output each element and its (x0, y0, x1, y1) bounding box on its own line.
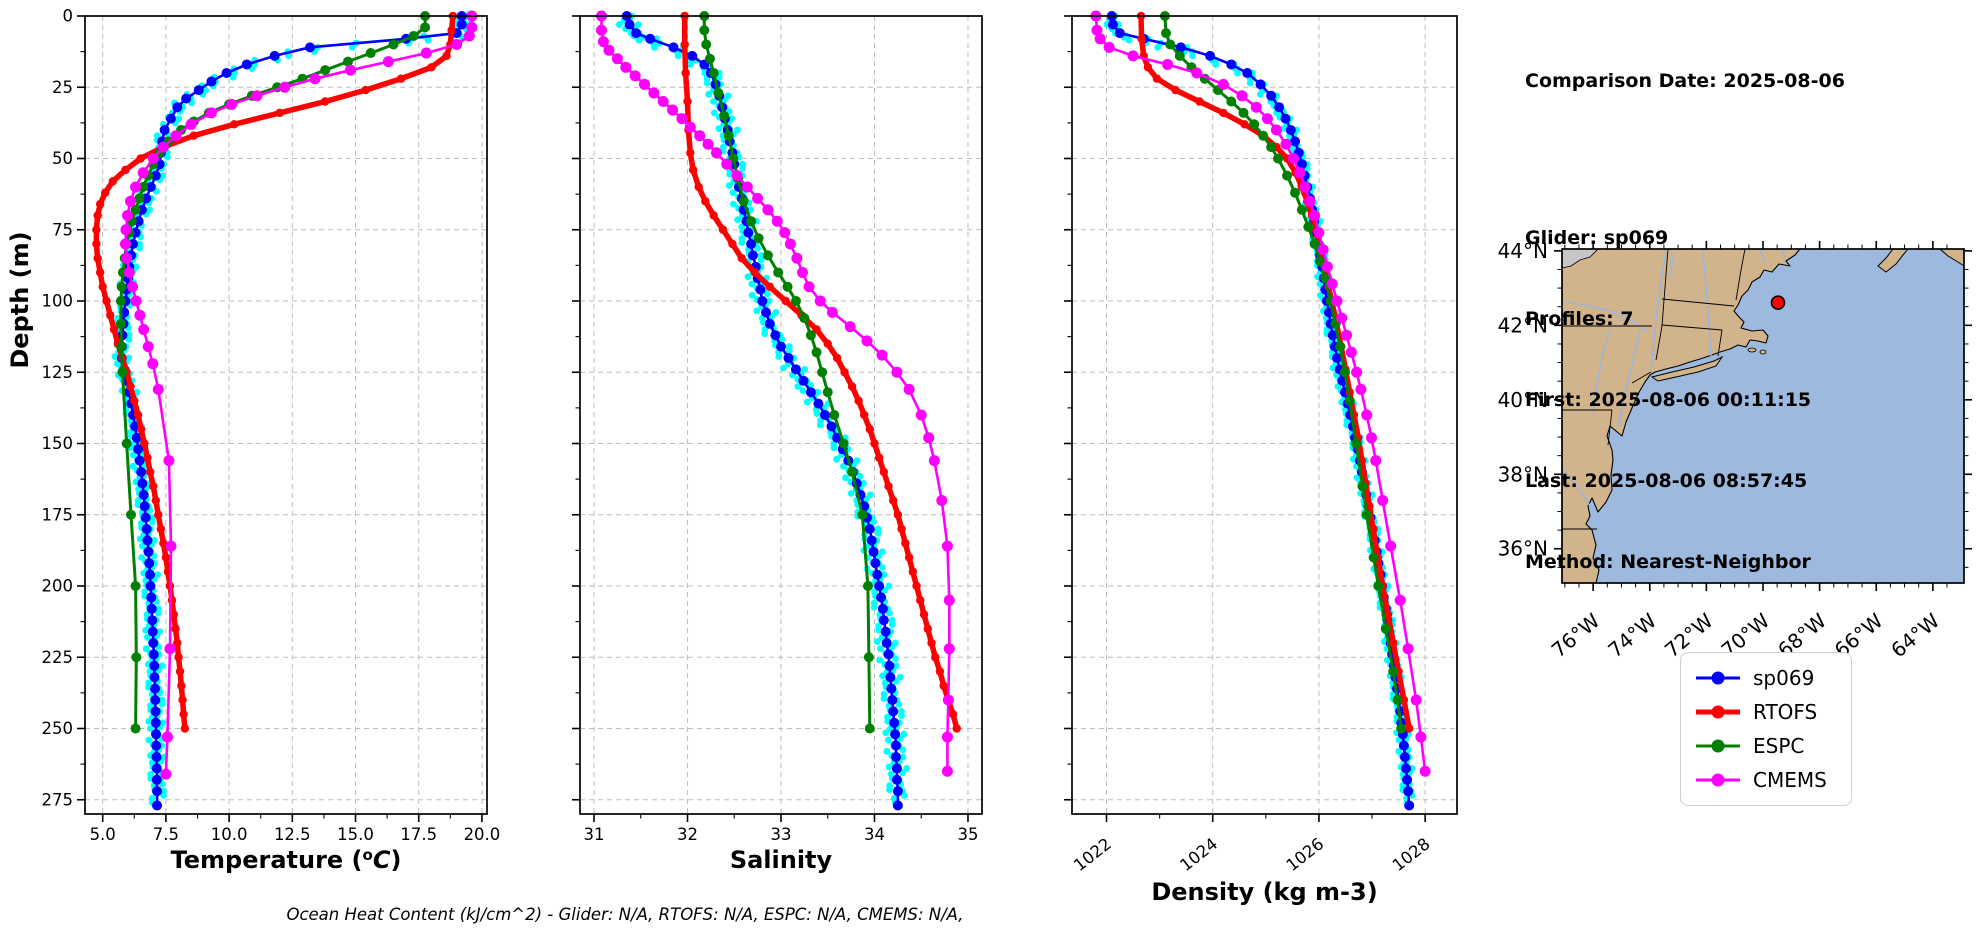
legend-label: CMEMS (1753, 768, 1827, 792)
comparison-date-text: Comparison Date: 2025-08-06 (1525, 70, 1845, 92)
svg-text:31: 31 (584, 825, 605, 844)
svg-text:1026: 1026 (1283, 834, 1328, 875)
last-profile-text: Last: 2025-08-06 08:57:45 (1525, 470, 1808, 492)
legend-item-CMEMS: CMEMS (1695, 763, 1845, 797)
axis-labels: Salinity (730, 846, 833, 874)
svg-text:10.0: 10.0 (211, 825, 248, 844)
axis-ticks (77, 15, 483, 822)
location-map: 44°N42°N40°N38°N36°N76°W74°W72°W70°W68°W… (1498, 239, 1972, 662)
svg-text:0: 0 (63, 7, 74, 26)
svg-text:20.0: 20.0 (464, 825, 501, 844)
svg-text:50: 50 (52, 149, 73, 168)
svg-text:25: 25 (52, 78, 73, 97)
svg-text:Depth (m): Depth (m) (6, 231, 34, 368)
series-CMEMS-line (596, 10, 955, 777)
svg-text:42°N: 42°N (1498, 313, 1548, 337)
glider-name-text: Glider: sp069 (1525, 227, 1669, 249)
svg-text:225: 225 (42, 648, 74, 667)
svg-text:38°N: 38°N (1498, 462, 1548, 486)
profiles-count-text: Profiles: 7 (1525, 308, 1634, 330)
legend-label: sp069 (1753, 666, 1815, 690)
svg-text:64°W: 64°W (1886, 608, 1944, 662)
svg-text:17.5: 17.5 (400, 825, 437, 844)
axis-ticks (572, 15, 969, 822)
svg-text:1028: 1028 (1389, 834, 1434, 875)
svg-text:Density (kg m-3): Density (kg m-3) (1151, 878, 1377, 906)
legend-item-RTOFS: RTOFS (1695, 695, 1845, 729)
svg-text:1024: 1024 (1176, 834, 1221, 875)
legend-line-sample (1696, 705, 1740, 719)
temperature-panel: 5.0 7.5 10.0 12.5 15.0 17.5 20.0 0 25 50 75 100 125 1… (6, 7, 500, 875)
svg-text:40°N: 40°N (1498, 388, 1548, 412)
svg-text:15.0: 15.0 (337, 825, 374, 844)
density-panel: 1022 1024 1026 1028 Density (kg m-3) (1064, 10, 1458, 906)
svg-text:44°N: 44°N (1498, 239, 1548, 263)
svg-text:75: 75 (52, 220, 73, 239)
tick-labels: 5.0 7.5 10.0 12.5 15.0 17.5 20.0 0 25 50 75 100 125 1… (42, 7, 501, 845)
legend-label: RTOFS (1753, 700, 1818, 724)
series-sp069-raw-scatter (615, 12, 911, 806)
svg-text:200: 200 (42, 577, 74, 596)
legend-line-sample (1696, 671, 1740, 685)
axis-labels: Density (kg m-3) (1151, 878, 1377, 906)
legend-item-ESPC: ESPC (1695, 729, 1845, 763)
grid (85, 15, 487, 814)
svg-text:32: 32 (677, 825, 698, 844)
grid (580, 15, 982, 814)
svg-text:Temperature (oC): Temperature (oC) (171, 846, 402, 874)
svg-text:Salinity: Salinity (730, 846, 833, 874)
svg-text:250: 250 (42, 719, 74, 738)
legend-box: sp069 RTOFS ESPC CMEMS (1680, 652, 1852, 806)
legend-item-sp069: sp069 (1695, 661, 1845, 695)
svg-text:33: 33 (771, 825, 792, 844)
svg-text:7.5: 7.5 (153, 825, 179, 844)
svg-text:100: 100 (42, 292, 74, 311)
legend-line-sample (1696, 773, 1740, 787)
svg-text:36°N: 36°N (1498, 537, 1548, 561)
svg-text:34: 34 (864, 825, 885, 844)
series-CMEMS-line (119, 10, 478, 780)
tick-labels: 1022 1024 1026 1028 (1070, 834, 1433, 875)
svg-text:12.5: 12.5 (274, 825, 311, 844)
legend-line-sample (1696, 739, 1740, 753)
axis-labels: Temperature (oC) Depth (m) (6, 231, 401, 874)
svg-text:175: 175 (42, 505, 74, 524)
method-text: Method: Nearest-Neighbor (1525, 551, 1811, 573)
svg-text:5.0: 5.0 (90, 825, 116, 844)
axis-ticks (1064, 15, 1426, 822)
svg-text:35: 35 (957, 825, 978, 844)
svg-text:1022: 1022 (1070, 834, 1115, 875)
series-ESPC-line (1159, 11, 1407, 734)
series-CMEMS-line (1090, 10, 1431, 777)
ocean-heat-content-note: Ocean Heat Content (kJ/cm^2) - Glider: N… (286, 905, 964, 924)
map-ticks (1554, 241, 1972, 591)
tick-labels: 31 32 33 34 35 (584, 825, 979, 844)
info-panel: Comparison Date: 2025-08-06 Glider: sp06… (1525, 14, 1845, 630)
svg-text:275: 275 (42, 790, 74, 809)
glider-location-marker (1770, 295, 1786, 310)
svg-text:150: 150 (42, 434, 74, 453)
land-polygons (1561, 248, 1965, 584)
info-spacer (1525, 149, 1845, 171)
legend-label: ESPC (1753, 734, 1805, 758)
series-RTOFS-line (680, 11, 961, 733)
rivers (1561, 248, 1787, 507)
svg-text:125: 125 (42, 363, 74, 382)
state-borders (1562, 248, 1746, 530)
salinity-panel: 31 32 33 34 35 Salinity (572, 10, 983, 874)
first-profile-text: First: 2025-08-06 00:11:15 (1525, 389, 1812, 411)
